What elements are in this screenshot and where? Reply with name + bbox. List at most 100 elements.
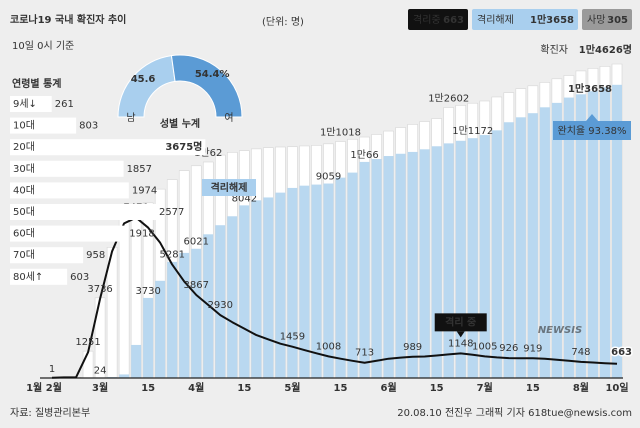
value-label: 1만66 <box>350 149 378 161</box>
value-label: 24 <box>94 365 107 376</box>
age-label: 80세↑ <box>13 271 43 283</box>
x-tick-label: 1월 2월 <box>26 382 62 394</box>
value-label: 1 <box>49 364 55 375</box>
released-bar <box>395 153 406 378</box>
age-bar <box>10 96 52 112</box>
age-label: 60대 <box>13 228 35 240</box>
value-label: 6021 <box>184 237 209 248</box>
released-bar <box>299 185 310 378</box>
value-label: 8042 <box>232 193 257 204</box>
x-tick-label: 7월 <box>477 382 493 394</box>
series-name: 격리해제 <box>211 181 248 194</box>
title: 코로나19 국내 확진자 추이 <box>10 13 126 26</box>
age-value: 1857 <box>127 164 152 175</box>
gender-title: 성별 누계 <box>160 117 200 130</box>
age-bar <box>10 182 129 199</box>
x-tick-label: 15 <box>526 383 540 394</box>
released-bar <box>371 159 382 378</box>
value-label: 5281 <box>159 250 184 261</box>
value-label: 713 <box>355 348 374 359</box>
value-label: 663 <box>611 347 632 358</box>
summary-label: 격리해제 <box>477 13 514 26</box>
released-bar <box>227 216 238 378</box>
age-value: 603 <box>70 272 89 283</box>
value-label: 919 <box>523 343 542 354</box>
value-label: 9059 <box>316 172 341 183</box>
released-bar <box>431 146 442 378</box>
age-value: 1974 <box>132 185 157 196</box>
released-bar <box>191 248 202 378</box>
released-bar <box>527 113 538 379</box>
age-value: 3675명 <box>165 140 202 153</box>
unit: (단위: 명) <box>262 15 304 28</box>
x-tick-label: 10일 <box>605 381 628 394</box>
released-bar <box>251 200 262 378</box>
value-label: 3867 <box>184 280 209 291</box>
x-tick-label: 8월 <box>573 382 589 394</box>
value-label: 1008 <box>316 341 341 352</box>
value-label: 1만2602 <box>428 92 469 104</box>
released-bar <box>179 252 190 378</box>
annotation-pointer <box>586 114 598 121</box>
age-title: 연령별 통계 <box>12 77 61 90</box>
released-bar <box>143 297 154 378</box>
summary-value: 305 <box>607 15 628 26</box>
series-tag <box>202 179 256 196</box>
released-bar <box>419 149 430 378</box>
x-tick-label: 15 <box>430 383 444 394</box>
released-bar <box>575 94 586 378</box>
released-bar <box>311 184 322 378</box>
released-bar <box>455 140 466 378</box>
released-bar <box>599 87 610 379</box>
x-tick-label: 5월 <box>284 382 300 394</box>
summary-badge <box>472 9 578 30</box>
age-value: 803 <box>79 121 98 132</box>
released-bar <box>612 84 622 379</box>
gender-slice <box>170 54 243 118</box>
gender-label: 여 <box>224 112 233 124</box>
series-name: 격리 중 <box>445 315 476 328</box>
annotation: 완치율 93.38% <box>558 125 627 137</box>
age-bar <box>10 160 124 177</box>
age-label: 20대 <box>13 141 35 153</box>
age-label: 9세↓ <box>13 98 37 110</box>
series-tag <box>434 313 487 332</box>
age-value: 958 <box>86 250 105 261</box>
credit: 20.08.10 전진우 그래픽 기자 618tue@newsis.com <box>397 407 632 419</box>
source: 자료: 질병관리본부 <box>10 407 90 419</box>
age-bar <box>10 268 68 285</box>
released-bar <box>215 225 226 378</box>
callout-pointer <box>456 331 465 338</box>
gender-value: 45.6 <box>131 74 156 85</box>
watermark: NEWSIS <box>538 325 582 336</box>
released-bar <box>323 183 334 378</box>
value-label: 1005 <box>472 341 497 352</box>
released-bar <box>239 205 250 378</box>
isolated-line <box>51 216 618 379</box>
value-label: 989 <box>403 342 422 353</box>
released-bar <box>479 135 490 378</box>
gender-slice <box>117 55 176 118</box>
age-value: 1918 <box>129 229 154 240</box>
x-tick-label: 4월 <box>188 382 204 394</box>
summary-label: 격리중 <box>413 13 441 26</box>
x-tick-label: 15 <box>237 383 251 394</box>
age-bar <box>10 247 84 264</box>
value-label: 3736 <box>87 284 112 295</box>
value-label: 1148 <box>448 338 473 349</box>
value-label: 1만3658 <box>568 82 612 95</box>
summary-label: 사망 <box>587 14 605 26</box>
released-bar <box>119 374 130 378</box>
age-label: 40대 <box>13 184 35 196</box>
age-value: 2577 <box>159 207 184 218</box>
x-tick-label: 15 <box>334 383 348 394</box>
released-bar <box>407 151 418 378</box>
value-label: 926 <box>499 343 518 354</box>
released-bar <box>383 156 394 378</box>
released-bar <box>551 102 562 379</box>
gender-value: 54.4% <box>195 69 230 80</box>
age-bar <box>10 139 206 156</box>
age-label: 10대 <box>13 120 35 132</box>
released-bar <box>503 122 514 379</box>
